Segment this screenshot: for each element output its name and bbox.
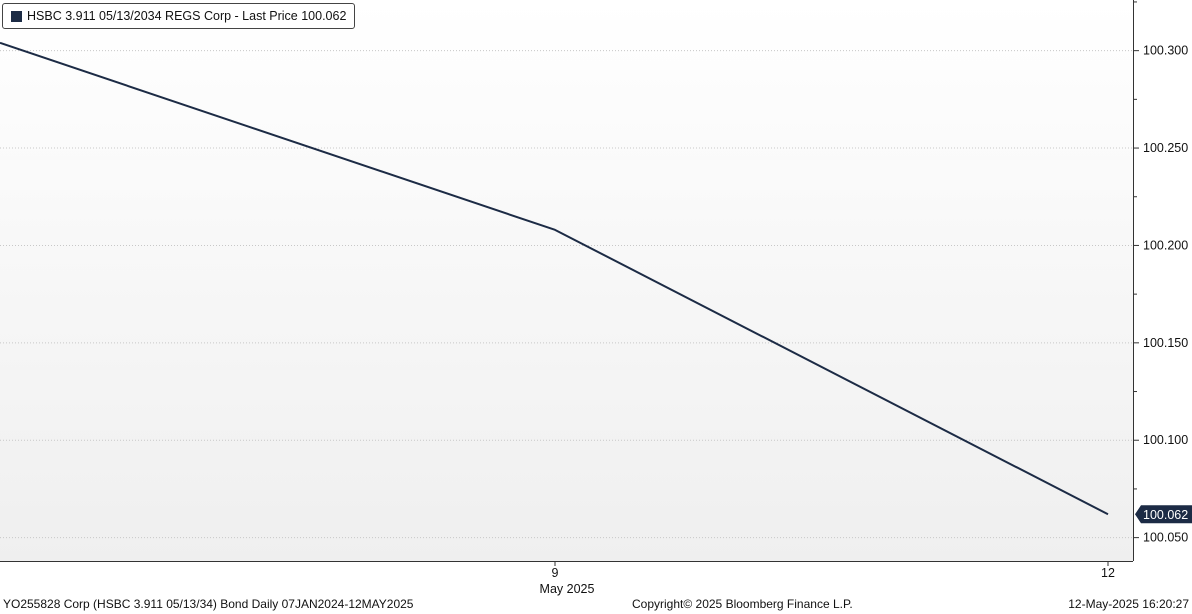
x-tick-label: 9 xyxy=(552,566,559,580)
legend: HSBC 3.911 05/13/2034 REGS Corp - Last P… xyxy=(2,3,356,29)
y-tick-label: 100.250 xyxy=(1143,141,1188,155)
y-tick-label: 100.300 xyxy=(1143,44,1188,58)
y-tick-label: 100.200 xyxy=(1143,238,1188,252)
footer-timestamp: 12-May-2025 16:20:27 xyxy=(1068,597,1189,611)
last-price-tag-bg xyxy=(1135,505,1192,524)
tick-labels: 100.050 100.100 100.150 100.200 100.250 100.3… xyxy=(540,44,1192,596)
legend-swatch xyxy=(11,10,22,22)
y-tick-label: 100.100 xyxy=(1143,433,1188,447)
last-price-tag-label: 100.062 xyxy=(1143,508,1188,522)
y-tick-label: 100.050 xyxy=(1143,531,1188,545)
series-layer xyxy=(0,41,1109,516)
footer-security-info: YO255828 Corp (HSBC 3.911 05/13/34) Bond… xyxy=(3,597,414,611)
x-period-label: May 2025 xyxy=(540,582,595,596)
last-price-tag: 100.062 xyxy=(1135,505,1192,524)
y-tick-label: 100.150 xyxy=(1143,336,1188,350)
legend-label: HSBC 3.911 05/13/2034 REGS Corp - Last P… xyxy=(27,9,347,23)
plot-background xyxy=(0,0,1133,561)
footer-copyright: Copyright© 2025 Bloomberg Finance L.P. xyxy=(632,597,853,611)
axes xyxy=(0,0,1139,566)
x-tick-label: 12 xyxy=(1101,566,1115,580)
